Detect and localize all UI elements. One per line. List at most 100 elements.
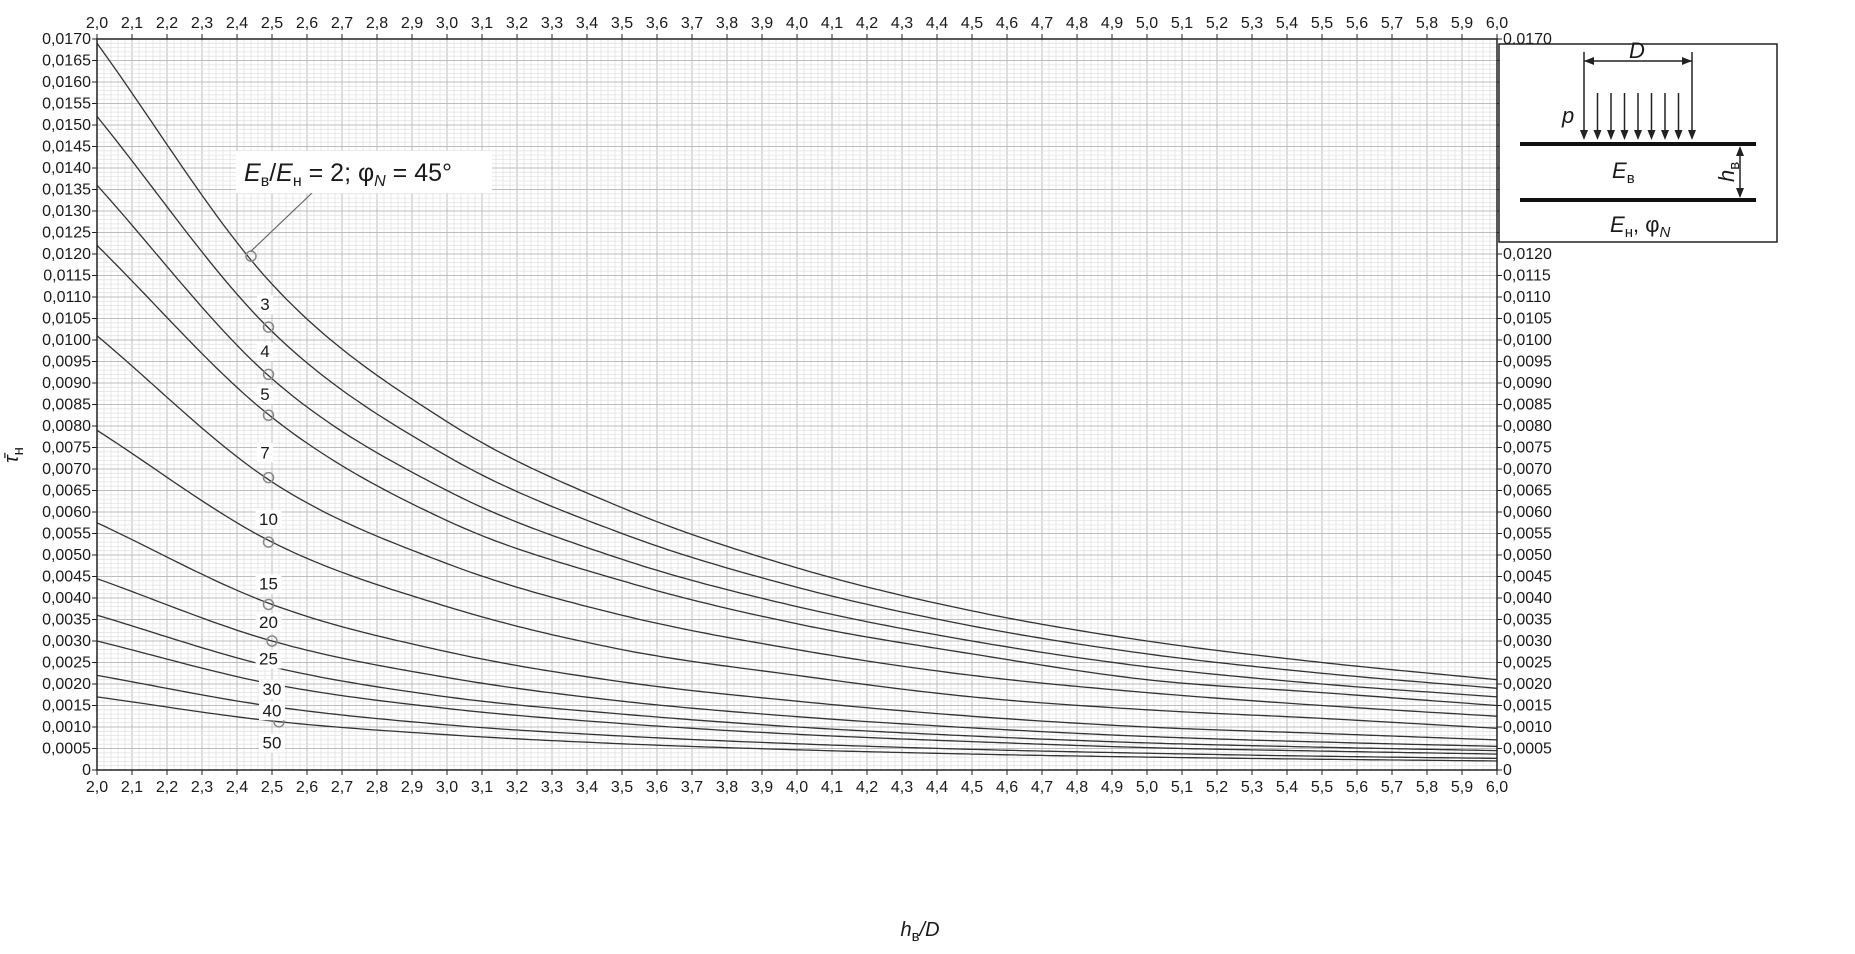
x-tick-label-bottom: 5,1 — [1171, 779, 1193, 796]
x-tick-label-bottom: 3,8 — [716, 779, 738, 796]
x-tick-label-bottom: 3,1 — [471, 779, 493, 796]
y-tick-label-left: 0,0030 — [42, 633, 91, 650]
y-tick-label-right: 0,0100 — [1503, 332, 1552, 349]
curve-label-bg — [257, 294, 273, 314]
y-tick-label-left: 0,0140 — [42, 160, 91, 177]
curve-label-20: 20 — [259, 613, 278, 632]
y-tick-label-right: 0,0020 — [1503, 676, 1552, 693]
x-tick-label-bottom: 5,5 — [1311, 779, 1333, 796]
y-tick-label-right: 0,0075 — [1503, 440, 1552, 457]
x-tick-label-bottom: 3,4 — [576, 779, 598, 796]
x-tick-label-top: 3,0 — [436, 15, 458, 32]
x-tick-label-top: 2,5 — [261, 15, 283, 32]
load-arrows — [1580, 93, 1696, 140]
load-arrow-head — [1661, 130, 1669, 140]
x-tick-label-bottom: 4,6 — [996, 779, 1018, 796]
chart-series — [96, 42, 1498, 762]
y-tick-label-right: 0,0120 — [1503, 246, 1552, 263]
chart-markers — [245, 250, 285, 728]
x-tick-label-bottom: 4,4 — [926, 779, 948, 796]
series-line-20 — [96, 578, 1498, 748]
y-tick-label-right: 0 — [1503, 762, 1512, 779]
x-tick-label-top: 5,4 — [1276, 15, 1298, 32]
curve-label-15: 15 — [259, 574, 278, 593]
thickness-arrow-up — [1736, 146, 1744, 156]
y-tick-label-right: 0,0080 — [1503, 418, 1552, 435]
series-marker-5 — [262, 409, 275, 421]
x-tick-label-top: 5,5 — [1311, 15, 1333, 32]
load-arrow-head — [1607, 130, 1615, 140]
y-tick-label-left: 0,0055 — [42, 526, 91, 543]
x-tick-label-top: 2,3 — [191, 15, 213, 32]
y-tick-label-left: 0,0080 — [42, 418, 91, 435]
series-line-4 — [96, 184, 1498, 698]
x-tick-label-top: 4,6 — [996, 15, 1018, 32]
y-tick-label-left: 0,0005 — [42, 741, 91, 758]
series-marker-20 — [266, 635, 278, 647]
y-tick-label-left: 0,0025 — [42, 655, 91, 672]
y-tick-label-left: 0,0165 — [42, 53, 91, 70]
x-tick-label-bottom: 4,0 — [786, 779, 808, 796]
x-tick-label-top: 2,1 — [121, 15, 143, 32]
y-tick-label-left: 0,0155 — [42, 96, 91, 113]
x-tick-label-top: 5,8 — [1416, 15, 1438, 32]
curve-label-bg — [257, 385, 273, 405]
x-tick-label-bottom: 2,4 — [226, 779, 248, 796]
y-tick-label-right: 0,0010 — [1503, 719, 1552, 736]
y-tick-label-left: 0,0040 — [42, 590, 91, 607]
x-tick-label-top: 4,9 — [1101, 15, 1123, 32]
y-tick-label-right: 0,0060 — [1503, 504, 1552, 521]
x-tick-label-bottom: 4,7 — [1031, 779, 1053, 796]
x-tick-label-bottom: 5,0 — [1136, 779, 1158, 796]
load-arrow-head — [1580, 130, 1588, 140]
x-tick-label-bottom: 2,6 — [296, 779, 318, 796]
load-arrow-head — [1634, 130, 1642, 140]
curve-label-10: 10 — [259, 510, 278, 529]
curve-label-bg — [259, 701, 285, 721]
x-tick-label-top: 2,8 — [366, 15, 388, 32]
y-tick-label-right: 0,0095 — [1503, 354, 1552, 371]
curve-label-4: 4 — [260, 342, 269, 361]
y-tick-label-left: 0,0015 — [42, 698, 91, 715]
x-tick-label-top: 3,7 — [681, 15, 703, 32]
curve-label-7: 7 — [260, 443, 269, 462]
y-tick-label-right: 0,0025 — [1503, 655, 1552, 672]
x-tick-label-bottom: 2,1 — [121, 779, 143, 796]
callout-leader-line — [250, 192, 313, 252]
y-tick-label-left: 0,0150 — [42, 117, 91, 134]
series-marker-15 — [262, 598, 275, 611]
y-tick-label-left: 0,0070 — [42, 461, 91, 478]
y-tick-label-left: 0,0130 — [42, 203, 91, 220]
curve-label-40: 40 — [263, 701, 282, 720]
load-arrow-head — [1688, 130, 1696, 140]
thickness-arrow-down — [1736, 188, 1744, 198]
y-tick-label-right: 0,0005 — [1503, 741, 1552, 758]
chart-ticks: 2,0 2,0 2,1 2,1 2,2 2,2 2,3 2,3 2,4 2,4 2,5 2,5 2,6 2… — [42, 15, 1552, 796]
x-tick-label-top: 2,2 — [156, 15, 178, 32]
x-tick-label-top: 3,5 — [611, 15, 633, 32]
x-tick-label-top: 2,9 — [401, 15, 423, 32]
inset-label-ev: Eв — [1612, 158, 1635, 187]
x-tick-label-top: 5,2 — [1206, 15, 1228, 32]
series-line-30 — [96, 640, 1498, 755]
x-tick-label-top: 4,3 — [891, 15, 913, 32]
x-tick-label-top: 2,7 — [331, 15, 353, 32]
y-tick-label-left: 0,0160 — [42, 74, 91, 91]
x-tick-label-bottom: 5,6 — [1346, 779, 1368, 796]
x-tick-label-top: 4,1 — [821, 15, 843, 32]
series-marker-10 — [262, 536, 275, 548]
series-marker-3 — [262, 321, 275, 333]
x-tick-label-top: 5,0 — [1136, 15, 1158, 32]
load-arrow-head — [1647, 130, 1656, 140]
x-tick-label-top: 5,1 — [1171, 15, 1193, 32]
x-tick-label-top: 5,3 — [1241, 15, 1263, 32]
x-tick-label-bottom: 3,5 — [611, 779, 633, 796]
x-tick-label-bottom: 2,9 — [401, 779, 423, 796]
x-tick-label-bottom: 3,6 — [646, 779, 668, 796]
curve-label-bg — [255, 509, 282, 529]
curve-label-3: 3 — [260, 295, 269, 314]
curve-label-bg — [257, 443, 273, 463]
y-tick-label-right: 0,0040 — [1503, 590, 1552, 607]
load-arrow-head — [1593, 130, 1602, 140]
y-tick-label-left: 0,0085 — [42, 397, 91, 414]
